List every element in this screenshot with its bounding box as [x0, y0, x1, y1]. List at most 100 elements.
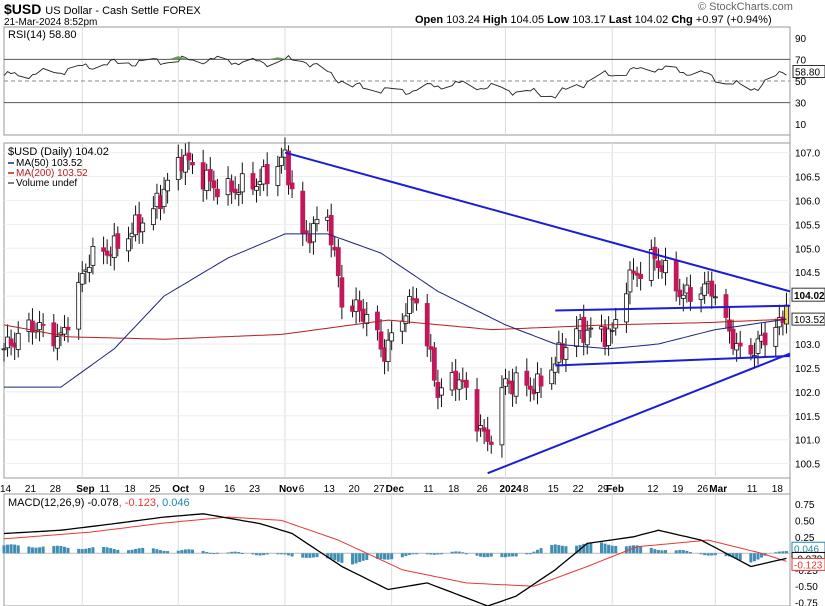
- candle-body: [730, 328, 736, 349]
- x-tick-label: 18: [448, 484, 460, 495]
- candle-body: [165, 179, 171, 192]
- macd-hist-bar: [738, 553, 742, 561]
- candle-body: [8, 338, 14, 346]
- rsi-y-tick: 10: [795, 120, 807, 131]
- candle-body: [76, 282, 82, 330]
- macd-hist-bar: [351, 553, 355, 565]
- macd-hist-bar: [777, 551, 781, 554]
- candle-body: [182, 154, 188, 173]
- macd-y-tick: -0.50: [795, 582, 818, 593]
- macd-hist-bar: [525, 553, 529, 555]
- legend-entry: Volume undef: [16, 178, 77, 189]
- macd-hist-bar: [262, 553, 266, 556]
- candle-body: [485, 429, 491, 442]
- high-label: High: [482, 14, 508, 26]
- candle-body: [737, 342, 743, 347]
- panel-frame: [3, 142, 791, 479]
- macd-hist-bar: [674, 550, 678, 554]
- candle-body: [623, 293, 629, 323]
- macd-hist-bar: [564, 546, 568, 554]
- macd-hist-bar: [610, 545, 614, 554]
- macd-hist-bar: [781, 551, 785, 554]
- candle-body: [303, 230, 309, 234]
- macd-hist-bar: [215, 552, 219, 554]
- candle-body: [115, 233, 121, 249]
- price-y-tick: 101.0: [795, 436, 820, 447]
- macd-hist-bar: [756, 553, 760, 560]
- candle-body: [190, 162, 195, 166]
- price-y-tick: 104.5: [795, 268, 820, 279]
- candle-body: [709, 280, 715, 297]
- x-tick-label: Feb: [606, 484, 624, 495]
- macd-hist-bar: [632, 545, 636, 554]
- macd-hist-bar: [59, 546, 63, 554]
- macd-hist-bar: [656, 550, 660, 554]
- price-y-tick: 101.5: [795, 412, 820, 423]
- macd-hist-bar: [279, 553, 283, 555]
- macd-hist-bar: [237, 552, 241, 554]
- candle-body: [431, 347, 437, 381]
- candle-body: [680, 294, 686, 299]
- macd-hist-bar: [624, 546, 628, 554]
- price-y-tick: 102.0: [795, 388, 820, 399]
- price-y-tick: 106.0: [795, 196, 820, 207]
- macd-y-tick: 0.75: [795, 500, 815, 511]
- macd-hist-bar: [550, 545, 554, 554]
- x-tick-label: 20: [349, 484, 361, 495]
- macd-hist-bar: [607, 544, 611, 554]
- candle-body: [62, 327, 67, 335]
- x-tick-label: 6: [299, 484, 305, 495]
- candle-body: [656, 260, 661, 269]
- candle-body: [734, 343, 740, 351]
- rsi-line: [3, 55, 787, 99]
- macd-hist-bar: [639, 546, 643, 554]
- macd-hist-bar: [158, 550, 162, 554]
- macd-hist-bar: [340, 553, 344, 563]
- legend-entry: MA(50) 103.52: [16, 158, 83, 169]
- price-title: $USD (Daily) 104.02: [8, 146, 109, 158]
- trendline: [284, 151, 791, 293]
- macd-hist-bar: [155, 549, 159, 554]
- ma-last-box: [791, 312, 825, 326]
- macd-hist-bar: [134, 548, 138, 554]
- rsi-last-label: 58.80: [795, 67, 820, 78]
- macd-hist-bar: [84, 548, 88, 554]
- candle-body: [79, 273, 85, 285]
- candle-body: [286, 150, 291, 186]
- candle-body: [328, 214, 334, 246]
- macd-hist-bar: [503, 553, 507, 558]
- macd-hist-bar: [653, 549, 657, 554]
- x-tick-label: Dec: [386, 484, 405, 495]
- chg-label: Chg: [671, 14, 693, 26]
- candle-body: [339, 277, 345, 308]
- x-tick-label: 16: [224, 484, 236, 495]
- x-tick-label: Sep: [76, 484, 94, 495]
- macd-hist-bar: [383, 553, 387, 560]
- macd-hist-bar: [479, 553, 483, 557]
- macd-y-tick: -0.25: [795, 566, 818, 577]
- macd-hist-bar: [390, 553, 394, 560]
- candle-body: [663, 260, 668, 274]
- macd-hist-bar: [457, 551, 461, 554]
- high-value: 104.05: [510, 14, 545, 26]
- macd-hist-bar: [375, 553, 379, 559]
- x-tick-label: 22: [573, 484, 585, 495]
- ma50-line: [4, 233, 787, 388]
- rsi-y-tick: 70: [795, 55, 807, 66]
- macd-hist-bar: [287, 553, 291, 556]
- macd-hist-bar: [386, 553, 390, 560]
- macd-hist-bar: [16, 545, 20, 554]
- macd-hist-bar: [660, 550, 664, 554]
- candle-body: [673, 259, 679, 292]
- rsi-y-tick: 30: [795, 99, 807, 110]
- macd-hist-bar: [308, 553, 312, 558]
- macd-hist-bar: [212, 553, 216, 555]
- x-tick-label: 26: [697, 484, 709, 495]
- candle-body: [609, 329, 615, 332]
- macd-hist-bar: [265, 553, 269, 555]
- macd-hist-bar: [365, 553, 369, 560]
- macd-hist-bar: [461, 552, 465, 554]
- macd-hist-bar: [379, 553, 383, 560]
- macd-hist-bar: [585, 542, 589, 554]
